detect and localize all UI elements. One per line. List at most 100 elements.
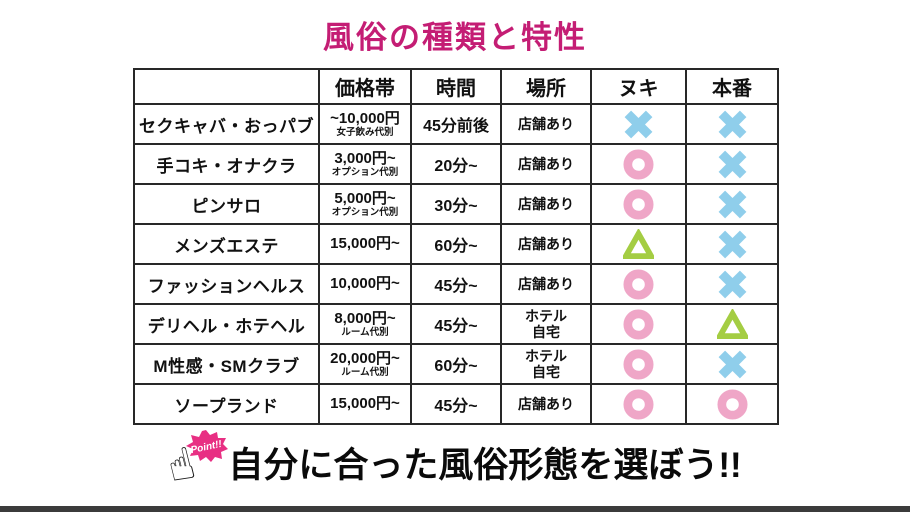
circle-icon <box>623 148 654 180</box>
cross-icon <box>718 110 746 138</box>
table-row: ファッションヘルス 10,000円~ 45分~ 店舗あり <box>133 263 779 305</box>
row-label: メンズエステ <box>133 223 320 265</box>
price-note: 女子飲み代別 <box>336 126 394 138</box>
table-row: ソープランド 15,000円~ 45分~ 店舗あり <box>133 383 779 425</box>
nuki-symbol-cell <box>590 383 687 425</box>
circle-icon <box>623 188 654 220</box>
triangle-icon <box>623 228 654 259</box>
price-cell: 5,000円~ オプション代別 <box>318 183 412 225</box>
corner-cell <box>133 68 320 105</box>
row-label: ファッションヘルス <box>133 263 320 305</box>
place-cell: 店舗あり <box>500 183 592 225</box>
footer-text: 自分に合った風俗形態を選ぼう!! <box>228 445 742 485</box>
price-note: ルーム代別 <box>341 326 389 338</box>
nuki-symbol-cell <box>590 303 687 345</box>
table-row: M性感・SMクラブ 20,000円~ ルーム代別 60分~ ホテル 自宅 <box>133 343 779 385</box>
price-note: ルーム代別 <box>341 366 389 378</box>
cross-icon <box>718 230 746 258</box>
header-row: 価格帯 時間 場所 ヌキ 本番 <box>133 68 779 105</box>
price-value: 20,000円~ <box>330 349 400 367</box>
price-value: ~10,000円 <box>330 109 400 127</box>
price-value: 8,000円~ <box>334 309 396 327</box>
nuki-symbol-cell <box>590 263 687 305</box>
place-cell: 店舗あり <box>500 103 592 145</box>
row-label: セクキャバ・おっパブ <box>133 103 320 145</box>
nuki-symbol-cell <box>590 103 687 145</box>
price-note: オプション代別 <box>331 166 399 178</box>
time-cell: 45分~ <box>410 263 502 305</box>
row-label: 手コキ・オナクラ <box>133 143 320 185</box>
circle-icon <box>623 308 654 340</box>
time-cell: 45分~ <box>410 303 502 345</box>
honban-symbol-cell <box>685 143 779 185</box>
circle-icon <box>623 268 654 300</box>
price-note: オプション代別 <box>331 206 399 218</box>
point-hand-icon: ☝ Point!! <box>162 430 229 493</box>
circle-icon <box>623 348 654 380</box>
row-label: ピンサロ <box>133 183 320 225</box>
cross-icon <box>718 270 746 298</box>
column-header-nuki: ヌキ <box>590 68 687 105</box>
place-line1: ホテル <box>525 307 567 324</box>
place-cell: ホテル 自宅 <box>500 303 592 345</box>
circle-icon <box>716 388 748 420</box>
price-value: 15,000円~ <box>330 235 400 253</box>
place-line1: ホテル <box>525 347 567 364</box>
price-cell: 3,000円~ オプション代別 <box>318 143 412 185</box>
table-row: 手コキ・オナクラ 3,000円~ オプション代別 20分~ 店舗あり <box>133 143 779 185</box>
table-row: メンズエステ 15,000円~ 60分~ 店舗あり <box>133 223 779 265</box>
row-label: デリヘル・ホテヘル <box>133 303 320 345</box>
price-cell: ~10,000円 女子飲み代別 <box>318 103 412 145</box>
page-title: 風俗の種類と特性 <box>323 20 587 55</box>
table-row: セクキャバ・おっパブ ~10,000円 女子飲み代別 45分前後 店舗あり <box>133 103 779 145</box>
price-cell: 15,000円~ <box>318 223 412 265</box>
price-value: 3,000円~ <box>334 149 396 167</box>
price-cell: 20,000円~ ルーム代別 <box>318 343 412 385</box>
time-cell: 30分~ <box>410 183 502 225</box>
circle-icon <box>623 388 654 420</box>
price-value: 10,000円~ <box>330 275 400 293</box>
honban-symbol-cell <box>685 223 779 265</box>
price-cell: 8,000円~ ルーム代別 <box>318 303 412 345</box>
point-burst-badge: Point!! <box>186 430 229 462</box>
nuki-symbol-cell <box>590 343 687 385</box>
honban-symbol-cell <box>685 183 779 225</box>
column-header-time: 時間 <box>410 68 502 105</box>
place-cell: 店舗あり <box>500 223 592 265</box>
nuki-symbol-cell <box>590 143 687 185</box>
time-cell: 45分前後 <box>410 103 502 145</box>
column-header-place: 場所 <box>500 68 592 105</box>
time-cell: 60分~ <box>410 343 502 385</box>
place-line2: 自宅 <box>532 364 560 380</box>
honban-symbol-cell <box>685 263 779 305</box>
price-value: 5,000円~ <box>334 189 396 207</box>
time-cell: 20分~ <box>410 143 502 185</box>
honban-symbol-cell <box>685 103 779 145</box>
time-cell: 45分~ <box>410 383 502 425</box>
column-header-honban: 本番 <box>685 68 779 105</box>
price-cell: 15,000円~ <box>318 383 412 425</box>
place-cell: 店舗あり <box>500 383 592 425</box>
nuki-symbol-cell <box>590 223 687 265</box>
honban-symbol-cell <box>685 383 779 425</box>
place-line2: 自宅 <box>532 324 560 340</box>
honban-symbol-cell <box>685 343 779 385</box>
cross-icon <box>624 110 653 138</box>
price-value: 15,000円~ <box>330 395 400 413</box>
triangle-icon <box>716 308 748 339</box>
row-label: ソープランド <box>133 383 320 425</box>
table-row: ピンサロ 5,000円~ オプション代別 30分~ 店舗あり <box>133 183 779 225</box>
honban-symbol-cell <box>685 303 779 345</box>
footer-callout: ☝ Point!! 自分に合った風俗形態を選ぼう!! <box>0 430 910 494</box>
service-comparison-table: 価格帯 時間 場所 ヌキ 本番 セクキャバ・おっパブ ~10,000円 女子飲み代別… <box>133 68 779 425</box>
nuki-symbol-cell <box>590 183 687 225</box>
cross-icon <box>718 350 746 378</box>
row-label: M性感・SMクラブ <box>133 343 320 385</box>
place-cell: 店舗あり <box>500 263 592 305</box>
cross-icon <box>718 150 746 178</box>
place-cell: 店舗あり <box>500 143 592 185</box>
bottom-bar <box>0 506 910 512</box>
table-row: デリヘル・ホテヘル 8,000円~ ルーム代別 45分~ ホテル 自宅 <box>133 303 779 345</box>
time-cell: 60分~ <box>410 223 502 265</box>
